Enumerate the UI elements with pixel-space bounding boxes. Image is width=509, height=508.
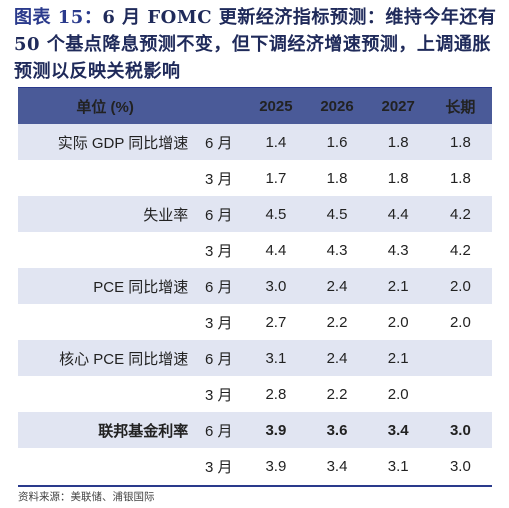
- cell-2025: 3.0: [245, 268, 307, 304]
- cell-2026: 3.4: [326, 457, 348, 475]
- source-note: 资料来源：美联储、浦银国际: [18, 491, 155, 503]
- cell-2027: 4.3: [387, 241, 409, 259]
- cell-2025: 2.7: [265, 313, 287, 331]
- cell-2027: 2.0: [387, 313, 409, 331]
- cell-2026: 2.4: [306, 340, 368, 376]
- row-month: 3 月: [205, 314, 233, 332]
- row-metric-label: 失业率: [18, 196, 193, 232]
- row-metric-label: [18, 448, 192, 484]
- table-row: 3 月 3.9 3.4 3.1 3.0: [18, 448, 492, 484]
- cell-2027: 1.8: [387, 169, 409, 187]
- figure-title-text: 6 月 FOMC 更新经济指标预测：维持今年还有 50 个基点降息预测不变，但下…: [14, 7, 497, 82]
- row-metric-label: 联邦基金利率: [18, 412, 193, 448]
- row-month: 3 月: [205, 458, 233, 476]
- header-long-run: 长期: [428, 88, 492, 124]
- cell-2026: 4.5: [306, 196, 368, 232]
- cell-2025: 4.5: [245, 196, 307, 232]
- cell-2026: 3.6: [306, 412, 368, 448]
- cell-long-run: [429, 376, 492, 412]
- cell-2025: 3.9: [245, 412, 307, 448]
- cell-long-run: 3.0: [428, 412, 492, 448]
- row-month: 3 月: [205, 386, 233, 404]
- row-metric-label: [18, 376, 192, 412]
- cell-long-run: 2.0: [449, 313, 471, 331]
- cell-2026: 1.6: [306, 124, 368, 160]
- header-2027: 2027: [367, 88, 429, 124]
- table-bottom-rule: [18, 485, 492, 487]
- row-month: 3 月: [205, 170, 233, 188]
- cell-2025: 3.9: [265, 457, 287, 475]
- row-month: 6 月: [192, 124, 246, 160]
- header-2026: 2026: [306, 88, 368, 124]
- cell-2027: 1.8: [367, 124, 429, 160]
- cell-2025: 2.8: [265, 385, 287, 403]
- table-row: 联邦基金利率 6 月 3.9 3.6 3.4 3.0: [18, 412, 492, 448]
- row-month: 3 月: [205, 242, 233, 260]
- cell-2026: 2.4: [306, 268, 368, 304]
- table-row: 失业率 6 月 4.5 4.5 4.4 4.2: [18, 196, 492, 232]
- cell-long-run: 3.0: [449, 457, 471, 475]
- row-month: 6 月: [192, 340, 246, 376]
- table-body: 实际 GDP 同比增速 6 月 1.4 1.6 1.8 1.8 3 月 1.7 1.8 1.8 1.…: [18, 124, 492, 484]
- row-month: 6 月: [192, 268, 246, 304]
- table-row: 实际 GDP 同比增速 6 月 1.4 1.6 1.8 1.8: [18, 124, 492, 160]
- table-row: 3 月 2.8 2.2 2.0: [18, 376, 492, 412]
- row-month: 6 月: [192, 196, 246, 232]
- cell-2027: 2.0: [387, 385, 409, 403]
- table-row: PCE 同比增速 6 月 3.0 2.4 2.1 2.0: [18, 268, 492, 304]
- cell-2027: 3.1: [387, 457, 409, 475]
- cell-2025: 1.7: [265, 169, 287, 187]
- cell-long-run: 4.2: [428, 196, 492, 232]
- cell-2026: 1.8: [326, 169, 348, 187]
- cell-2025: 1.4: [245, 124, 307, 160]
- table-row: 3 月 2.7 2.2 2.0 2.0: [18, 304, 492, 340]
- cell-long-run: 1.8: [449, 169, 471, 187]
- cell-long-run: 1.8: [428, 124, 492, 160]
- row-month: 6 月: [192, 412, 246, 448]
- row-metric-label: [18, 232, 192, 268]
- header-month: [192, 88, 246, 124]
- cell-2027: 2.1: [367, 340, 429, 376]
- row-metric-label: [18, 160, 192, 196]
- header-unit: 单位 (%): [18, 88, 193, 124]
- cell-2026: 2.2: [326, 313, 348, 331]
- cell-2026: 4.3: [326, 241, 348, 259]
- table-row: 核心 PCE 同比增速 6 月 3.1 2.4 2.1: [18, 340, 492, 376]
- header-2025: 2025: [245, 88, 307, 124]
- figure-title: 图表 15：6 月 FOMC 更新经济指标预测：维持今年还有 50 个基点降息预…: [14, 4, 504, 85]
- cell-2026: 2.2: [326, 385, 348, 403]
- table-header-row: 单位 (%) 2025 2026 2027 长期: [18, 88, 492, 124]
- cell-long-run: 2.0: [428, 268, 492, 304]
- row-metric-label: 实际 GDP 同比增速: [18, 124, 193, 160]
- cell-2027: 3.4: [367, 412, 429, 448]
- cell-long-run: 4.2: [449, 241, 471, 259]
- cell-long-run: [428, 340, 492, 376]
- figure-label: 图表 15：: [14, 7, 103, 28]
- row-metric-label: 核心 PCE 同比增速: [18, 340, 193, 376]
- cell-2027: 2.1: [367, 268, 429, 304]
- table-row: 3 月 1.7 1.8 1.8 1.8: [18, 160, 492, 196]
- cell-2025: 3.1: [245, 340, 307, 376]
- row-metric-label: PCE 同比增速: [18, 268, 193, 304]
- cell-2027: 4.4: [367, 196, 429, 232]
- table-row: 3 月 4.4 4.3 4.3 4.2: [18, 232, 492, 268]
- cell-2025: 4.4: [265, 241, 287, 259]
- row-metric-label: [18, 304, 192, 340]
